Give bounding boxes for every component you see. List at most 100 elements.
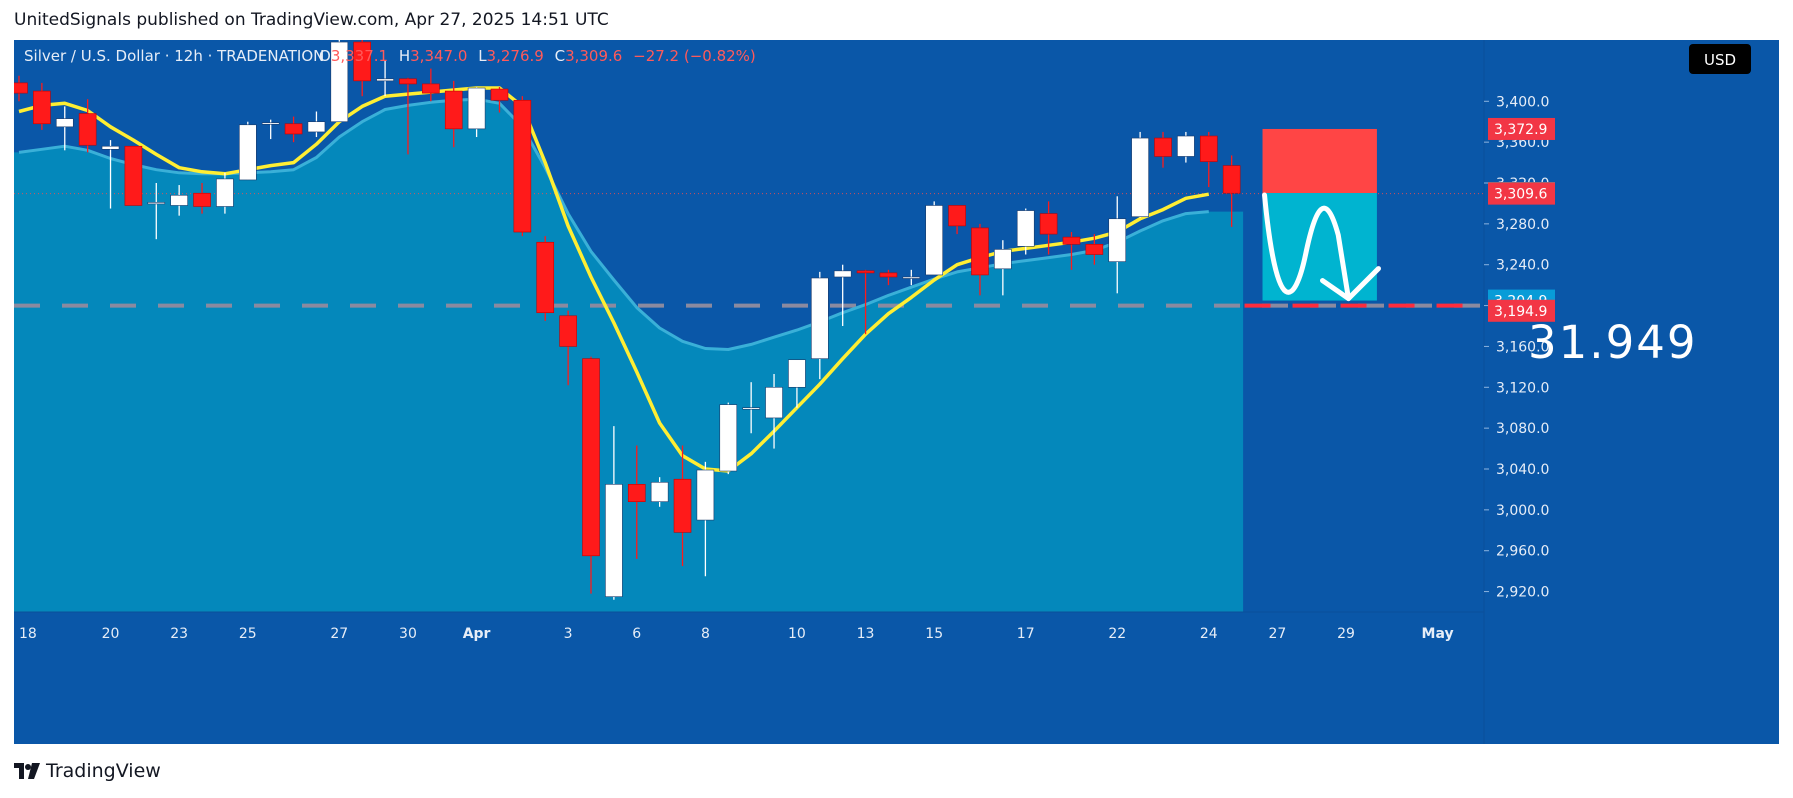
candle-body-bear: [124, 145, 143, 206]
tradingview-logo-icon: [14, 763, 40, 779]
candle: [856, 269, 875, 335]
candle-body-bull: [1131, 137, 1149, 218]
currency-button-bg: [1689, 44, 1751, 74]
candle-body-bear: [559, 315, 577, 347]
candle-body-bull: [467, 87, 486, 130]
candle: [971, 223, 989, 296]
candle-body-bull: [696, 469, 715, 521]
candle: [650, 477, 669, 507]
price-tick-label: 2,960.0: [1496, 544, 1549, 560]
candle: [261, 119, 280, 140]
projection-arrow-path: [1262, 192, 1351, 302]
time-tick-label: 27: [1268, 626, 1286, 642]
time-tick-label: 20: [102, 626, 120, 642]
time-tick-label: 10: [788, 626, 806, 642]
time-tick-label: 6: [632, 626, 641, 642]
price-tick-label: 3,000.0: [1496, 503, 1549, 519]
candle: [78, 99, 97, 153]
candle-body-bear: [627, 484, 646, 502]
horizontal-line-layer: [14, 193, 1484, 308]
candle: [765, 374, 783, 449]
time-tick-label: 18: [19, 626, 37, 642]
chart-panel[interactable]: Silver / U.S. Dollar · 12h · TRADENATION…: [14, 40, 1779, 744]
candle: [879, 269, 898, 286]
candle: [284, 116, 303, 143]
candle: [101, 140, 120, 209]
candle: [994, 240, 1012, 296]
candle-body-bull: [765, 386, 783, 419]
price-tag-bg: [1488, 299, 1555, 322]
ohlc-open-label: O: [319, 47, 331, 65]
candle: [124, 145, 143, 206]
price-chart[interactable]: Silver / U.S. Dollar · 12h · TRADENATION…: [14, 40, 1779, 744]
ohlc-close-label: C: [555, 47, 565, 65]
projection-arrow-head: [1319, 266, 1381, 302]
candle-body-bear: [513, 99, 532, 233]
short-position-layer[interactable]: [1262, 128, 1377, 301]
time-axis[interactable]: 18 20 23 25 27 30 Apr 3 6 8 10 13 15 17 22 24 27 29 May: [19, 626, 1454, 642]
time-tick-label: 29: [1337, 626, 1355, 642]
ohlc-open-value: 3,337.1: [331, 47, 388, 65]
price-tag-label: 3,372.9: [1494, 122, 1547, 138]
candle: [353, 40, 372, 97]
symbol-info[interactable]: Silver / U.S. Dollar · 12h · TRADENATION: [24, 47, 324, 65]
candle-body-bear: [399, 78, 417, 85]
time-tick-label: 24: [1200, 626, 1218, 642]
time-tick-label: 3: [564, 626, 573, 642]
candle-body-bear: [948, 205, 966, 227]
candle: [1016, 208, 1035, 255]
candle: [788, 359, 806, 408]
candle: [605, 426, 623, 600]
candle: [1085, 234, 1104, 265]
candle-body-bull: [605, 484, 623, 597]
candle: [1199, 131, 1218, 188]
price-tag-bg: [1488, 182, 1555, 205]
price-tag: 3,194.9: [1488, 299, 1555, 322]
currency-button[interactable]: USD: [1689, 44, 1751, 74]
candles-layer: [14, 40, 1241, 600]
candle: [696, 461, 715, 577]
candle-body-bull: [147, 202, 166, 205]
publisher-header: UnitedSignals published on TradingView.c…: [14, 10, 609, 30]
candle-body-bear: [1199, 135, 1218, 162]
candle: [55, 106, 74, 151]
candle-body-bear: [856, 270, 875, 274]
time-tick-label: 27: [330, 626, 348, 642]
candle: [1039, 201, 1058, 255]
stop-loss-zone[interactable]: [1262, 128, 1377, 194]
candle-body-bull: [1108, 218, 1127, 262]
candle: [1131, 131, 1149, 218]
time-tick-label: Apr: [463, 626, 491, 642]
candle: [582, 356, 600, 594]
price-tick-label: 3,400.0: [1496, 94, 1549, 110]
ohlc-low-label: L: [478, 47, 487, 65]
price-tag: 3,372.9: [1488, 117, 1555, 140]
candle-body-bull: [902, 276, 921, 279]
candle: [627, 445, 646, 559]
candle-body-bull: [101, 145, 120, 150]
candle: [1222, 155, 1241, 227]
time-tick-label: 30: [399, 626, 417, 642]
ohlc-readout: O3,337.1 H3,347.0 L3,276.9 C3,309.6 −27.…: [319, 47, 756, 65]
candle-body-bear: [971, 227, 989, 276]
candle: [948, 205, 966, 235]
candle: [536, 236, 555, 321]
time-tick-label: May: [1422, 626, 1454, 642]
candle: [239, 121, 257, 181]
candle-body-bear: [14, 82, 28, 94]
candle-body-bear: [1062, 236, 1081, 245]
candle: [673, 445, 692, 567]
price-tick-label: 3,040.0: [1496, 462, 1549, 478]
candle-body-bull: [216, 178, 234, 207]
candle-body-bear: [353, 41, 372, 82]
candle-body-bull: [788, 359, 806, 388]
candle: [422, 68, 440, 102]
ohlc-change-value: −27.2 (−0.82%): [633, 47, 756, 65]
candle: [307, 111, 326, 138]
candle-body-bull: [719, 404, 738, 472]
price-tick-label: 3,080.0: [1496, 421, 1549, 437]
tradingview-brand[interactable]: TradingView: [14, 760, 161, 782]
price-tag-label: 3,194.9: [1494, 304, 1547, 320]
candle: [490, 86, 509, 113]
candle: [719, 402, 738, 475]
